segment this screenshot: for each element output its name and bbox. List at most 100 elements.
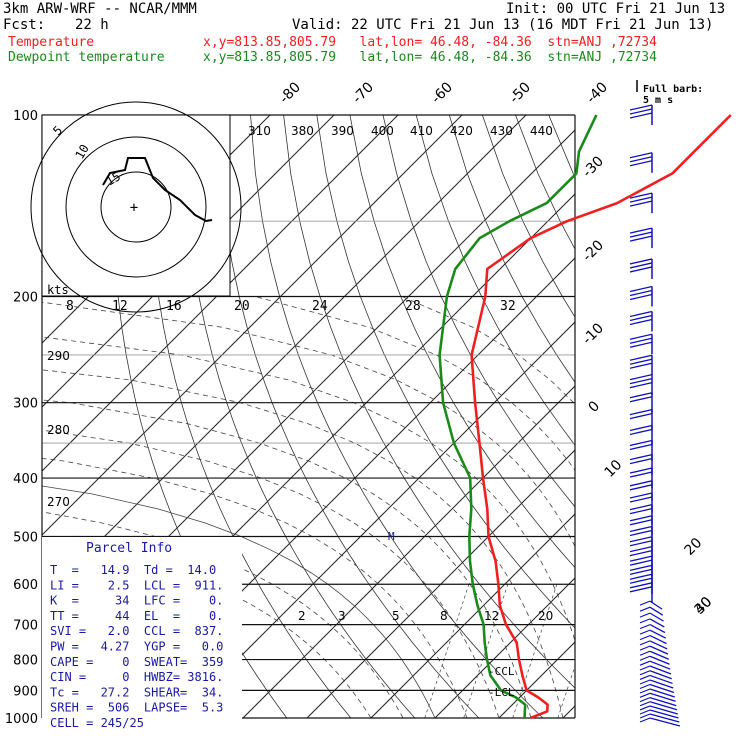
isotherm-label: 20	[682, 535, 706, 559]
wind-barb-flag	[629, 559, 653, 566]
wind-barb-flag	[629, 536, 653, 543]
parcel-info-row: CELL = 245/25	[50, 716, 144, 730]
wind-barb-flag	[629, 262, 653, 269]
hodograph-trace	[102, 157, 213, 223]
isotherm-line	[42, 115, 463, 536]
wind-barb-flag	[629, 362, 653, 369]
theta-label: 280	[47, 423, 70, 437]
isotherm-label: -20	[580, 237, 607, 264]
pressure-tick-label: 500	[13, 530, 38, 545]
wind-barb-flag	[639, 701, 651, 707]
mixing-ratio-label: 2	[298, 609, 306, 623]
wind-barb-flag	[629, 378, 653, 385]
wind-barb-flag	[629, 408, 653, 416]
wind-barb-flag	[639, 645, 651, 651]
level-marker-m: M	[388, 530, 395, 543]
wind-barb-flag	[629, 540, 653, 547]
mixing-ratio-line	[597, 584, 641, 718]
wind-barb-flag	[629, 235, 653, 242]
temperature-profile	[470, 114, 732, 720]
wind-barb-staff	[649, 624, 666, 634]
wind-barb-staff	[649, 692, 676, 702]
parcel-info-row: PW = 4.27 YGP = 0.0	[50, 640, 223, 654]
dry-adiabat-line	[448, 115, 575, 383]
hodograph-center: +	[130, 200, 138, 216]
isotherm-label: -10	[580, 320, 607, 347]
wind-barb-flag	[629, 412, 653, 420]
isotherm-label: -30	[580, 153, 607, 180]
wind-barb-flag	[639, 674, 651, 680]
pressure-tick-label: 800	[13, 654, 38, 669]
wind-barb-flag	[639, 600, 651, 606]
wind-barb-flag	[639, 635, 651, 641]
wind-barb-flag	[629, 443, 653, 451]
wind-barb-flag	[629, 160, 653, 167]
parcel-info-row: K = 34 LFC = 0.	[50, 594, 223, 608]
isotherm-line	[370, 513, 575, 718]
wind-barb-flag	[629, 266, 653, 273]
parcel-info-row: LI = 2.5 LCL = 911.	[50, 578, 223, 592]
pressure-tick-label: 900	[13, 684, 38, 699]
wind-barb-flag	[629, 471, 653, 478]
wind-barb-flag	[639, 713, 651, 719]
wind-barb-staff	[649, 705, 678, 715]
parcel-info-background	[42, 537, 242, 720]
pressure-tick-label: 200	[13, 291, 38, 306]
hodograph-unit: kts	[47, 283, 69, 297]
wind-barb-flag	[629, 310, 653, 318]
dry-adiabat-line	[548, 115, 575, 178]
wind-barb-flag	[629, 529, 653, 537]
parcel-info-row: T = 14.9 Td = 14.0	[50, 563, 216, 577]
moist-adiabat-line	[42, 369, 564, 718]
isotherm-line	[42, 115, 335, 408]
wind-barb-flag	[629, 564, 653, 571]
wind-barb-flag	[629, 492, 653, 499]
isotherm-label: 10	[602, 457, 626, 481]
theta-label: 430	[490, 124, 513, 138]
model-title: 3km ARW-WRF -- NCAR/MMM	[3, 2, 197, 17]
parcel-info-row: TT = 44 EL = 0.	[50, 609, 223, 623]
dewpoint-location: x,y=813.85,805.79 lat,lon= 46.48, -84.36…	[203, 50, 657, 65]
wind-barb-flag	[639, 705, 651, 711]
parcel-info-row: SREH = 506 LAPSE= 5.3	[50, 701, 223, 715]
hodograph-speed-label: 24	[312, 299, 328, 314]
wind-barb-flag	[639, 679, 651, 685]
wind-barb-flag	[629, 568, 653, 575]
isotherm-label: -60	[429, 79, 456, 106]
pressure-tick-label: 100	[13, 109, 38, 124]
wind-barb-flag	[629, 467, 653, 474]
wind-barb-staff	[649, 600, 663, 610]
dry-adiabat-line	[515, 115, 575, 250]
isotherm-label: 40	[692, 594, 716, 618]
wind-barbs: Full barb:5 m s	[629, 80, 703, 727]
temperature-legend: Temperature	[8, 35, 94, 50]
mixing-ratio-line	[424, 584, 470, 718]
dry-adiabat-line	[283, 115, 575, 689]
moist-adiabat-line	[42, 535, 372, 718]
wind-barb-flag	[629, 156, 653, 163]
wind-barb-flag	[629, 577, 653, 584]
pressure-tick-label: 400	[13, 472, 38, 487]
moist-adiabat-line	[42, 429, 500, 718]
temperature-location: x,y=813.85,805.79 lat,lon= 46.48, -84.36…	[203, 35, 657, 50]
dewpoint-legend: Dewpoint temperature	[8, 50, 165, 65]
wind-barb-flag	[639, 665, 651, 671]
wind-barb-flag	[639, 684, 651, 690]
wind-barb-flag	[639, 650, 651, 656]
isotherm-line	[42, 115, 399, 472]
lcl-marker: -LCL	[488, 686, 515, 699]
wind-barb-staff	[649, 618, 665, 628]
wind-barb-staff	[649, 660, 671, 670]
wind-barb-flag	[629, 545, 653, 553]
parcel-info-row: SVI = 2.0 CCL = 837.	[50, 624, 223, 638]
isotherm-line	[434, 577, 575, 718]
theta-label: 440	[530, 124, 553, 138]
moist-adiabat-line	[255, 296, 575, 472]
mixing-ratio-label: 20	[538, 609, 553, 623]
wind-barb-staff	[649, 650, 670, 660]
mixing-ratio-label: 8	[440, 609, 448, 623]
wind-barb-flag	[629, 314, 653, 322]
wind-barb-flag	[629, 382, 653, 389]
mixing-ratio-label: 12	[484, 609, 499, 623]
